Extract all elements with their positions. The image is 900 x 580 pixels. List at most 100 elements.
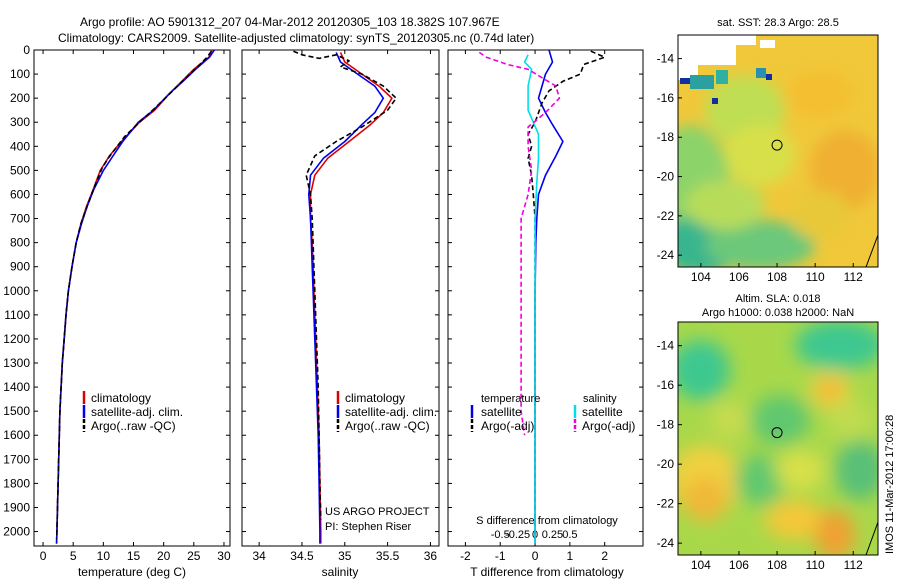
coastline	[865, 521, 878, 555]
project-annotation: US ARGO PROJECT	[325, 506, 430, 518]
series-line-salinity-satellite	[523, 54, 540, 544]
depth-tick-label: 1800	[3, 476, 30, 490]
x-tick-label: -1	[495, 549, 506, 563]
legend-label-climatology: climatology	[345, 391, 405, 405]
map-y-tick-label: -22	[657, 209, 675, 223]
x-tick-label: 35	[338, 549, 352, 563]
difference-series	[478, 50, 606, 544]
s-tick-label: -0.5	[491, 529, 510, 541]
header-subtitle: Climatology: CARS2009. Satellite-adjuste…	[58, 31, 534, 45]
temperature-panel: 0100200300400500600700800900100011001200…	[3, 43, 231, 579]
salinity-panel: 34 34.5 35 35.5 36 salinity climatology sate…	[241, 49, 440, 579]
map-x-tick-label: 110	[806, 270, 825, 284]
coastline	[865, 234, 878, 267]
x-tick-label: 34.5	[290, 549, 314, 563]
salinity-plot-frame	[241, 49, 440, 547]
x-tick-label: 0	[532, 549, 539, 563]
depth-tick-label: 900	[10, 260, 30, 274]
pi-annotation: PI: Stephen Riser	[325, 521, 412, 533]
sst-map-frame	[677, 34, 879, 268]
sst-heatmap	[678, 35, 878, 267]
map-y-tick-label: -24	[657, 248, 675, 262]
legend-label-climatology: climatology	[91, 391, 151, 405]
argo-float-marker	[771, 427, 783, 439]
depth-axis: 0 100 200 300 400 500 600 700 800 900 1000 1100 1200…	[3, 43, 230, 539]
map-y-tick-label: -18	[657, 418, 675, 432]
sla-map-axes: 104 106 108 110 112 -14 -16 -18 -20 -22 -24	[657, 339, 863, 572]
map-y-tick-label: -16	[657, 91, 675, 105]
sst-map-axes: 104 106 108 110 112 -14 -16 -18 -20 -22 -24	[657, 52, 863, 284]
x-tick-label: 30	[217, 549, 231, 563]
depth-tick-label: 1900	[3, 500, 30, 514]
x-tick-label: 34	[252, 549, 266, 563]
sla-map-panel: Altim. SLA: 0.018 Argo h1000: 0.038 h200…	[657, 293, 879, 572]
map-y-tick-label: -24	[657, 536, 675, 550]
depth-tick-label: 1500	[3, 404, 30, 418]
legend-title-temperature: temperature	[481, 393, 540, 405]
depth-tick-label: 1200	[3, 332, 30, 346]
map-y-tick-label: -22	[657, 497, 675, 511]
x-tick-label: 25	[187, 549, 201, 563]
legend-label-satellite: satellite-adj. clim.	[345, 405, 437, 419]
depth-tick-label: 200	[10, 91, 30, 105]
s-tick-label: 0.5	[562, 529, 577, 541]
legend-label-s-satellite: satellite	[582, 405, 623, 419]
legend-label-argo: Argo(..raw -QC)	[91, 419, 176, 433]
legend-label-s-argo: Argo(-adj)	[582, 419, 635, 433]
argo-float-marker	[771, 139, 783, 151]
map-y-tick-label: -16	[657, 378, 675, 392]
x-tick-label: 1	[567, 549, 574, 563]
temperature-series	[55, 50, 215, 544]
depth-tick-label: 300	[10, 115, 30, 129]
s-tick-label: 0.25	[542, 529, 563, 541]
x-tick-label: 15	[127, 549, 141, 563]
legend-label-t-satellite: satellite	[481, 405, 522, 419]
difference-panel: -2 -1 0 1 2-0.5-0.25 0 0.25 0.5 S difference fr…	[447, 49, 644, 579]
difference-depth-ticks	[448, 49, 643, 533]
map-x-tick-label: 112	[844, 270, 863, 284]
temperature-x-axis: 0 5 10 15 20 25 30	[40, 50, 231, 563]
depth-tick-label: 1600	[3, 428, 30, 442]
map-x-tick-label: 106	[729, 270, 749, 284]
depth-tick-label: 1700	[3, 452, 30, 466]
map-y-tick-label: -20	[657, 457, 675, 471]
depth-tick-label: 1300	[3, 356, 30, 370]
depth-tick-label: 100	[10, 67, 30, 81]
x-tick-label: 2	[601, 549, 608, 563]
sst-map-panel: sat. SST: 28.3 Argo: 28.5	[657, 17, 879, 284]
s-tick-label: -0.25	[505, 529, 530, 541]
x-tick-label: 0	[40, 549, 47, 563]
sla-map-subtitle: Argo h1000: 0.038 h2000: NaN	[702, 307, 854, 319]
map-y-tick-label: -14	[657, 339, 675, 353]
map-y-tick-label: -20	[657, 170, 675, 184]
map-y-tick-label: -18	[657, 130, 675, 144]
sla-heatmap	[678, 322, 878, 555]
salinity-legend: climatology satellite-adj. clim. Argo(..…	[336, 391, 437, 433]
map-x-tick-label: 104	[691, 270, 711, 284]
imos-timestamp: IMOS 11-Mar-2012 17:00:28	[884, 415, 896, 554]
sla-map-frame	[677, 321, 879, 556]
header-title: Argo profile: AO 5901312_207 04-Mar-2012…	[80, 15, 500, 29]
difference-plot-frame	[447, 49, 644, 547]
legend-label-t-argo: Argo(-adj)	[481, 419, 534, 433]
depth-tick-label: 800	[10, 236, 30, 250]
x-tick-label: 10	[97, 549, 111, 563]
depth-tick-label: 700	[10, 212, 30, 226]
x-tick-label: -2	[460, 549, 471, 563]
sst-map-title: sat. SST: 28.3 Argo: 28.5	[717, 17, 839, 29]
series-line-argo-raw-qc-	[55, 50, 212, 539]
x-tick-label: 5	[70, 549, 77, 563]
series-line-temperature-argo-adj-	[527, 50, 606, 539]
x-tick-label: 36	[424, 549, 438, 563]
sla-map-title: Altim. SLA: 0.018	[736, 293, 821, 305]
depth-tick-label: 1000	[3, 284, 30, 298]
salinity-xlabel: salinity	[322, 565, 359, 579]
depth-tick-label: 400	[10, 139, 30, 153]
depth-tick-label: 2000	[3, 525, 30, 539]
x-tick-label: 35.5	[376, 549, 400, 563]
map-x-tick-label: 108	[767, 558, 787, 572]
map-x-tick-label: 104	[691, 558, 711, 572]
map-x-tick-label: 106	[729, 558, 749, 572]
series-line-argo-raw-qc-	[293, 50, 398, 520]
